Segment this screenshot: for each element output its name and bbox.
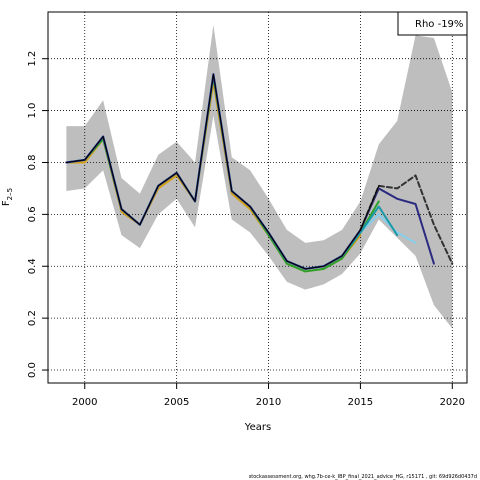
y-tick-label: 0.2 xyxy=(27,310,38,326)
y-tick-label: 0.0 xyxy=(27,362,38,378)
series-line-7 xyxy=(65,73,380,270)
x-tick-label: 2005 xyxy=(164,397,189,408)
confidence-band xyxy=(66,24,453,329)
confidence-band-area xyxy=(66,24,453,329)
x-tick-label: 2010 xyxy=(256,397,281,408)
y-tick-label: 0.8 xyxy=(27,155,38,171)
x-tick-label: 2000 xyxy=(72,397,97,408)
x-tick-label: 2020 xyxy=(440,397,465,408)
y-axis-title: F2–5 xyxy=(1,188,14,206)
y-axis-title-subscript: 2–5 xyxy=(6,188,14,200)
plot-frame xyxy=(47,11,468,384)
y-tick-label: 1.0 xyxy=(27,103,38,119)
y-axis-title-main: F xyxy=(1,200,12,206)
legend-box xyxy=(397,11,468,36)
credit-line: stockassessment.org, whg.7b-ce-k_IBP_fin… xyxy=(249,474,477,480)
y-tick-label: 0.6 xyxy=(27,206,38,222)
y-tick-label: 0.4 xyxy=(27,258,38,274)
x-axis: 2000 2005 2010 2015 2020 xyxy=(72,383,465,408)
grid xyxy=(48,12,467,383)
legend: Rho -19% xyxy=(397,11,468,36)
y-axis: 0.0 0.2 0.4 0.6 0.8 1.0 1.2 xyxy=(27,51,48,378)
series-lines xyxy=(65,73,454,273)
x-tick-label: 2015 xyxy=(348,397,373,408)
legend-label: Rho -19% xyxy=(415,19,463,30)
x-axis-title: Years xyxy=(244,422,271,433)
y-tick-label: 1.2 xyxy=(27,51,38,67)
